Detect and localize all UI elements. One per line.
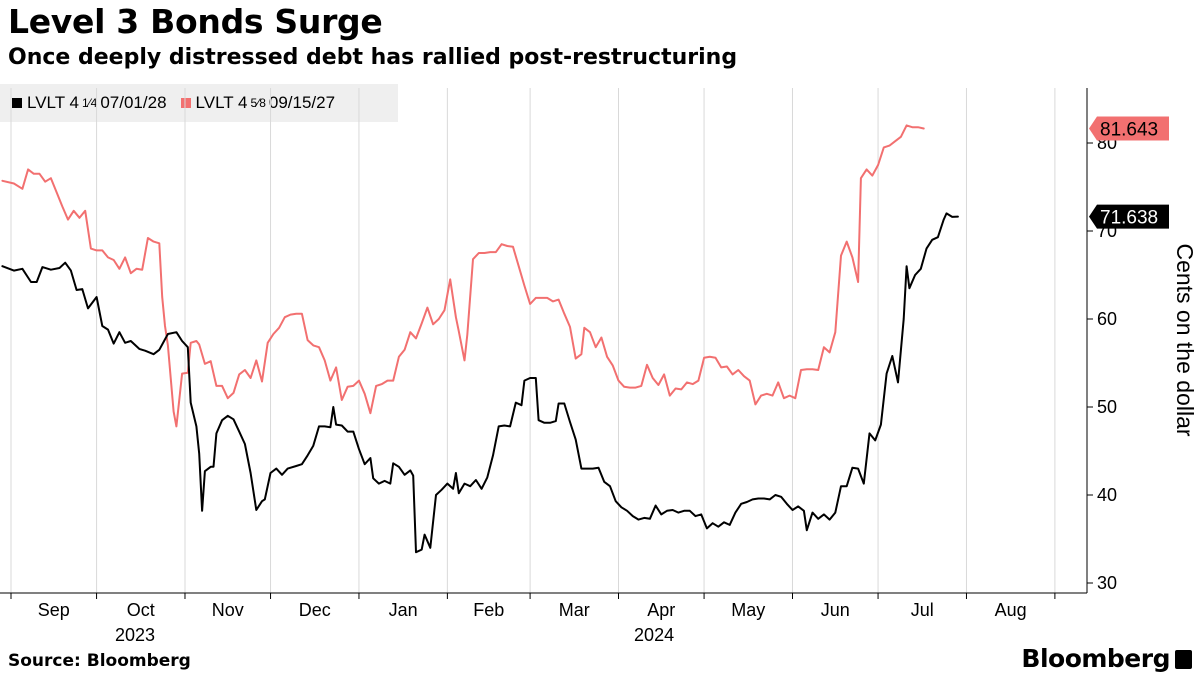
y-tick-label-30: 30 — [1097, 573, 1117, 593]
bloomberg-logo: Bloomberg — [1021, 644, 1170, 673]
last-value-tag-lvlt-4-1-4: 71.638 — [1089, 204, 1169, 229]
x-year-label-2024: 2024 — [634, 625, 674, 645]
x-tick-label-may: May — [731, 600, 765, 620]
source-note: Source: Bloomberg — [8, 651, 191, 671]
chart-title: Level 3 Bonds Surge — [8, 2, 383, 41]
legend-label-2-main: LVLT 4 — [195, 93, 248, 112]
y-tick-label-40: 40 — [1097, 485, 1117, 505]
legend-swatch-red — [180, 98, 191, 108]
legend-label-2-frac: 5⁄8 — [250, 96, 266, 110]
last-value-label: 71.638 — [1100, 208, 1158, 229]
legend-item-lvlt-4-1-4: LVLT 4 1⁄4 07/01/28 — [12, 93, 167, 113]
last-value-tag-lvlt-4-5-8: 81.643 — [1089, 116, 1169, 141]
chart-subtitle: Once deeply distressed debt has rallied … — [8, 45, 738, 70]
x-tick-label-sep: Sep — [38, 600, 70, 620]
x-tick-label-jun: Jun — [821, 600, 850, 620]
legend-item-lvlt-4-5-8: LVLT 4 5⁄8 09/15/27 — [180, 93, 336, 113]
x-tick-label-jul: Jul — [911, 600, 934, 620]
y-axis-label: Cents on the dollar — [1172, 243, 1198, 436]
x-tick-label-feb: Feb — [473, 600, 504, 620]
last-value-label: 81.643 — [1100, 120, 1158, 141]
legend: LVLT 4 1⁄4 07/01/28 LVLT 4 5⁄8 09/15/27 — [0, 84, 398, 122]
x-tick-label-nov: Nov — [212, 600, 244, 620]
legend-label-2-date: 09/15/27 — [268, 93, 336, 112]
legend-label-1-date: 07/01/28 — [100, 93, 167, 112]
x-tick-label-mar: Mar — [559, 600, 590, 620]
x-tick-label-aug: Aug — [995, 600, 1027, 620]
y-tick-label-50: 50 — [1097, 397, 1117, 417]
y-tick-label-60: 60 — [1097, 309, 1117, 329]
last-value-tag-bg — [1089, 204, 1169, 229]
x-tick-label-oct: Oct — [127, 600, 155, 620]
x-tick-label-dec: Dec — [299, 600, 331, 620]
bloomberg-logo-icon — [1175, 650, 1192, 669]
series-line-lvlt-4-1-4 — [1, 212, 959, 554]
legend-label-1-main: LVLT 4 — [27, 93, 79, 112]
x-tick-label-jan: Jan — [389, 600, 418, 620]
x-year-label-2023: 2023 — [115, 625, 155, 645]
legend-swatch-black — [12, 98, 22, 108]
legend-label-1-frac: 1⁄4 — [81, 96, 98, 110]
x-tick-label-apr: Apr — [647, 600, 675, 620]
last-value-tag-bg — [1089, 116, 1169, 141]
series-line-lvlt-4-5-8 — [1, 124, 925, 428]
